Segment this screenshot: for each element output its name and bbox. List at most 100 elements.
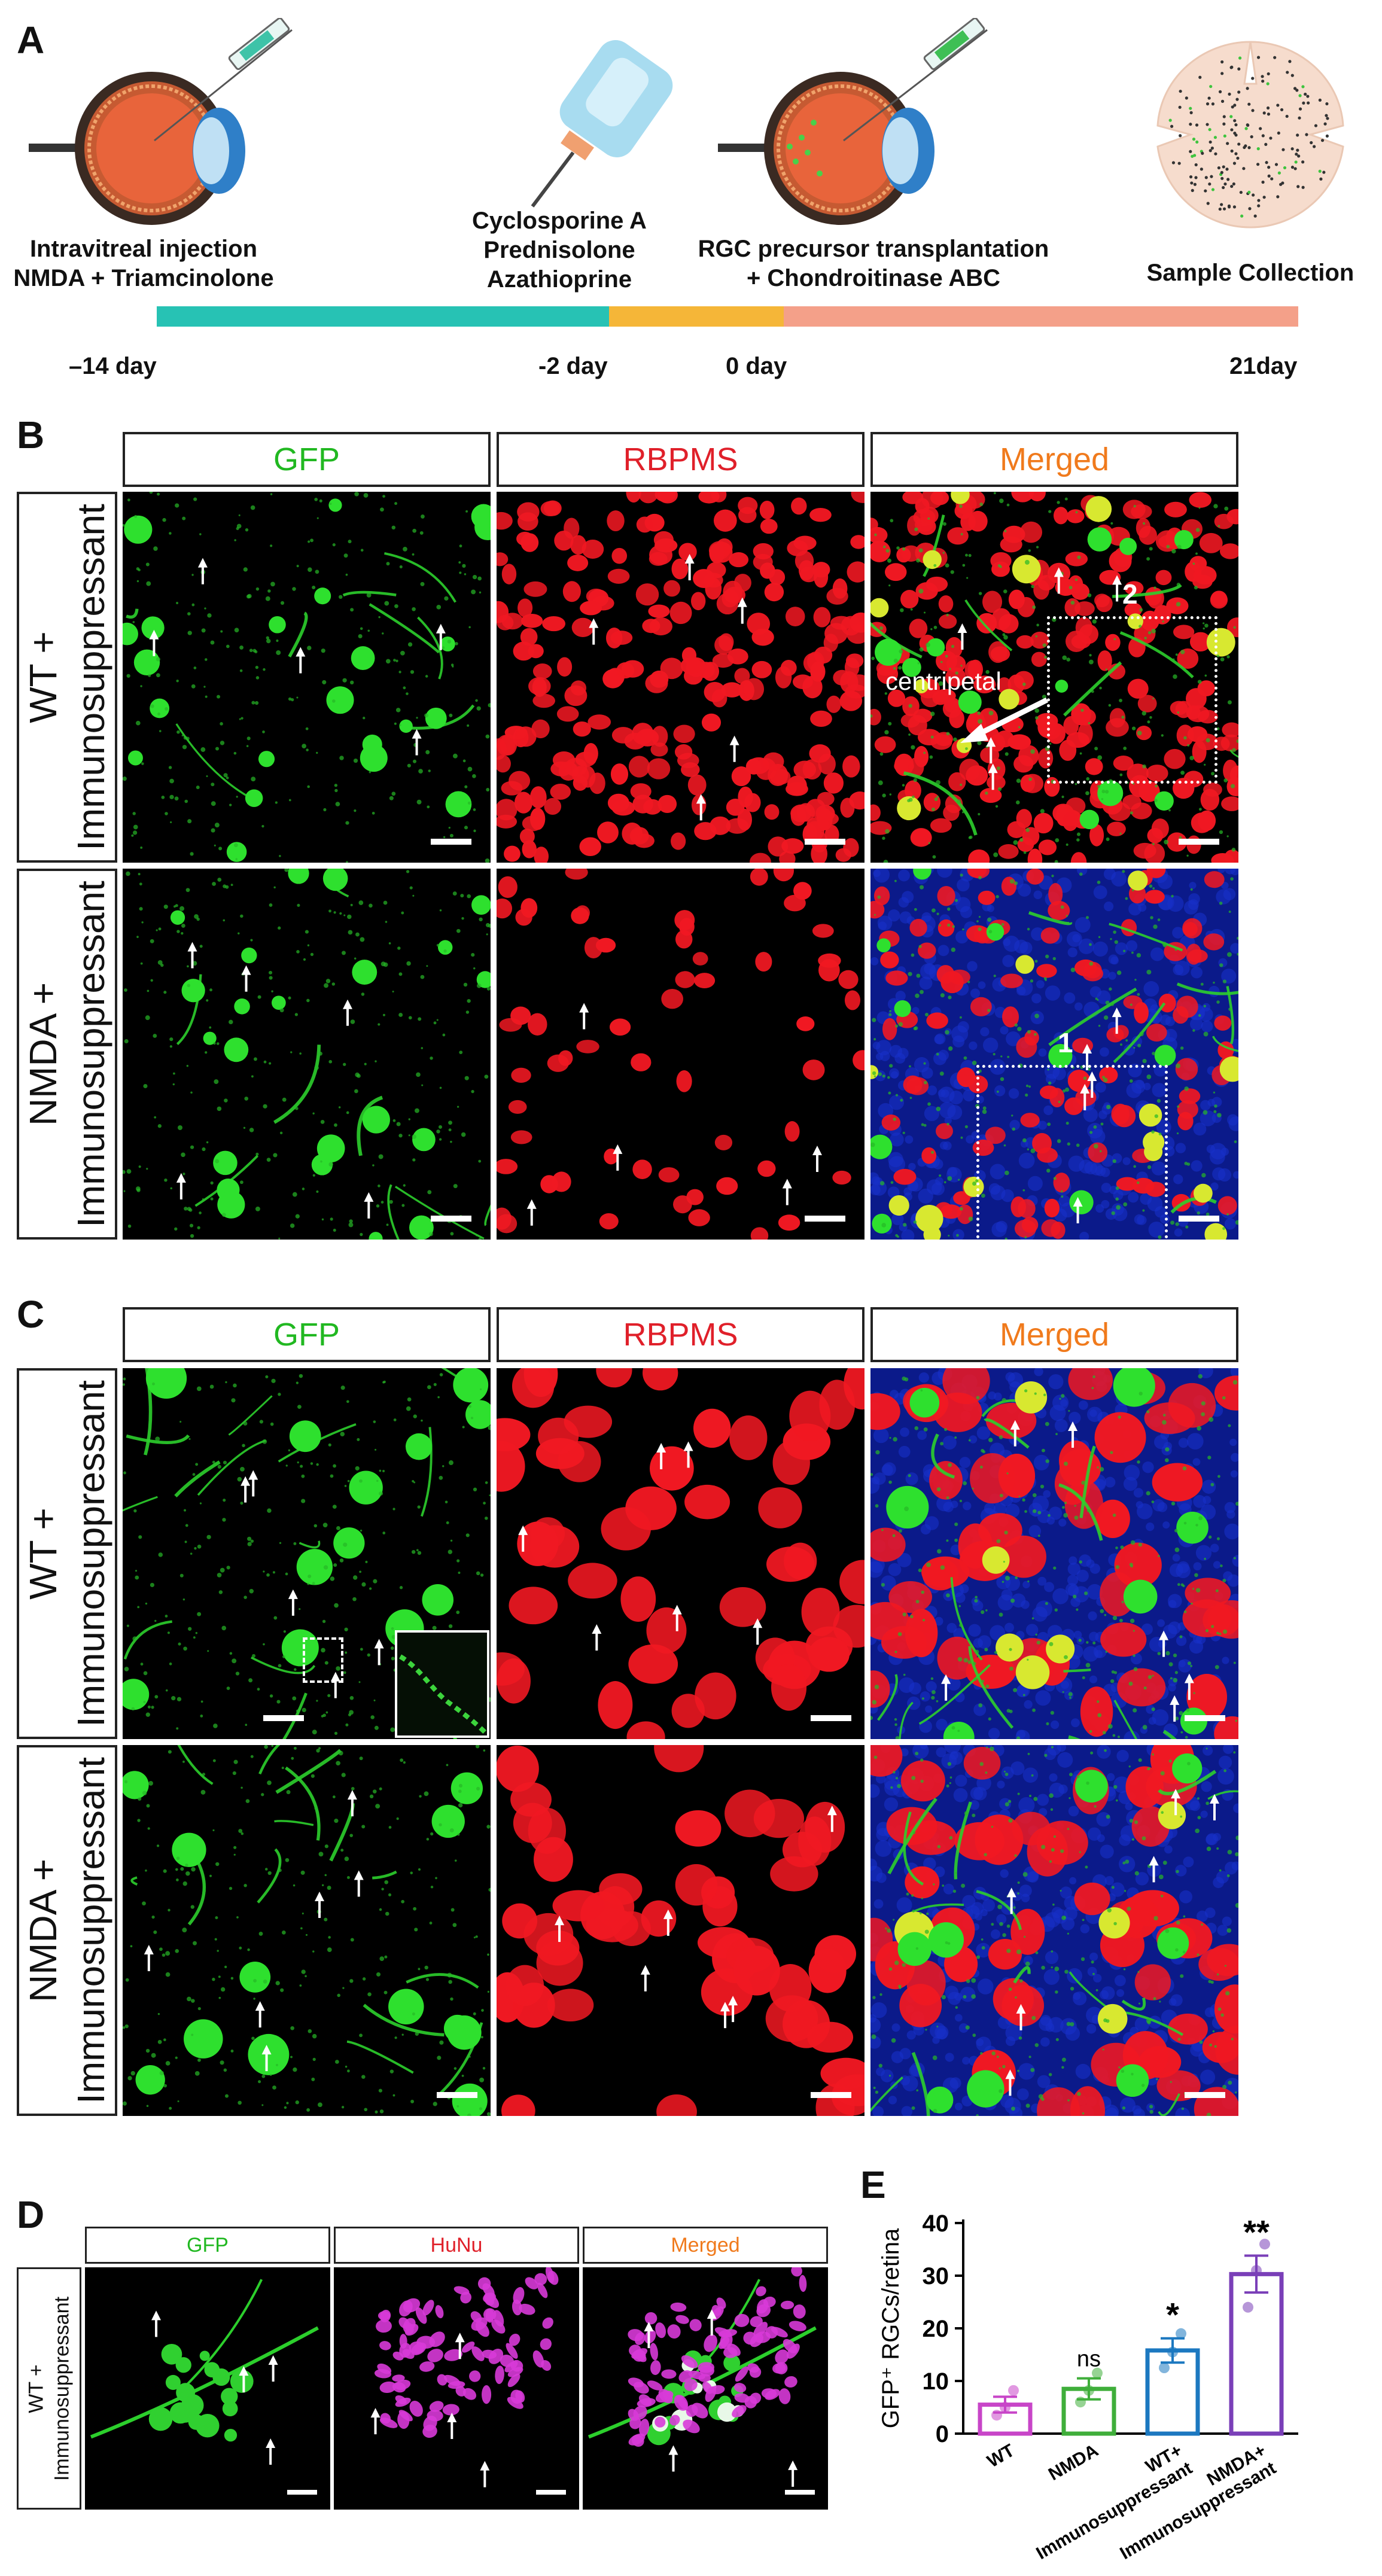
e-data-point <box>1083 2385 1094 2396</box>
b-col-rbpms: RBPMS <box>497 432 864 487</box>
e-bar-chart: 0 10 20 30 40 GFP⁺ RGCs/retina WT ns NMDA * WT+Im… <box>878 2210 1298 2563</box>
c-row2-line2: Immunosuppressant <box>69 1757 112 2104</box>
e-category-label: WT <box>984 2440 1018 2471</box>
e-y-tick-label: 10 <box>923 2368 949 2395</box>
e-data-point <box>1259 2239 1270 2250</box>
eye-injection-illustration <box>29 18 293 225</box>
d-col-hunu-text: HuNu <box>430 2233 483 2257</box>
e-bar <box>1229 2271 1284 2436</box>
b-box1-number: 1 <box>1058 1027 1073 1058</box>
e-data-point <box>1008 2385 1019 2396</box>
d-row1-line1: WT + <box>25 2364 48 2413</box>
scale-bar <box>263 1715 304 1721</box>
e-data-point <box>1251 2265 1262 2276</box>
step4-text: Sample Collection <box>1137 258 1364 288</box>
b-nmda-merged-image <box>870 869 1238 1240</box>
timeline-seg-3 <box>784 306 1298 327</box>
c-col-rbpms: RBPMS <box>497 1307 864 1362</box>
b-centripetal-label: centripetal <box>885 667 1002 695</box>
b-col-merged-text: Merged <box>999 441 1110 477</box>
c-col-merged-text: Merged <box>999 1317 1110 1353</box>
b-row1-line2: Immunosuppressant <box>69 504 112 851</box>
c-row1-line2: Immunosuppressant <box>69 1380 112 1727</box>
timeline-label-minus2: -2 day <box>538 353 608 379</box>
c-row2-label: NMDA + Immunosuppressant <box>17 1745 117 2116</box>
e-significance: ** <box>1243 2213 1270 2251</box>
e-y-axis-label: GFP⁺ RGCs/retina <box>878 2228 904 2428</box>
step3-text: RGC precursor transplantation + Chondroi… <box>688 235 1059 293</box>
scale-bar <box>1185 1715 1225 1721</box>
scale-bar <box>431 839 471 845</box>
e-data-point <box>1075 2397 1086 2408</box>
b-centripetal-arrow <box>960 697 1049 743</box>
b-row2-line1: NMDA + <box>22 982 65 1126</box>
step2-line2: Prednisolone <box>483 236 635 263</box>
d-col-merged-text: Merged <box>671 2233 740 2257</box>
scale-bar <box>1179 839 1219 845</box>
b-box2-roi <box>1047 616 1217 784</box>
b-wt-merged-image <box>870 492 1238 863</box>
step2-line1: Cyclosporine A <box>472 208 647 234</box>
flatmount-retina-illustration <box>1156 41 1344 229</box>
step1-text: Intravitreal injection NMDA + Triamcinol… <box>12 235 275 293</box>
b-row1-line1: WT + <box>22 631 65 723</box>
e-y-tick-label: 20 <box>923 2316 949 2342</box>
scale-bar <box>811 1715 851 1721</box>
step3-line1: RGC precursor transplantation <box>698 236 1049 262</box>
d-merged-image <box>583 2267 828 2510</box>
d-col-merged: Merged <box>583 2227 828 2264</box>
panel-e-label: E <box>860 2163 886 2206</box>
panel-b-label: B <box>17 413 45 456</box>
c-row2-line1: NMDA + <box>22 1858 65 2003</box>
c-col-rbpms-text: RBPMS <box>623 1317 738 1353</box>
step1-line1: Intravitreal injection <box>29 236 258 262</box>
e-category-label: WT+Immunosuppressant <box>1022 2440 1195 2563</box>
scale-bar <box>805 839 845 845</box>
step2-text: Cyclosporine A Prednisolone Azathioprine <box>461 206 658 294</box>
e-data-point <box>1159 2362 1170 2373</box>
e-significance: ns <box>1077 2347 1101 2372</box>
b-row2-line2: Immunosuppressant <box>69 881 112 1228</box>
b-nmda-rbpms-image <box>497 869 864 1240</box>
c-col-gfp-text: GFP <box>273 1317 340 1353</box>
scale-bar <box>1185 2092 1225 2098</box>
b-nmda-gfp-image <box>123 869 491 1240</box>
c-row1-line1: WT + <box>22 1508 65 1600</box>
step2-line3: Azathioprine <box>486 266 632 293</box>
c-row1-label: WT + Immunosuppressant <box>17 1368 117 1739</box>
e-y-tick-label: 30 <box>923 2263 949 2289</box>
step1-line2: NMDA + Triamcinolone <box>13 264 274 291</box>
e-significance: * <box>1166 2296 1179 2334</box>
step3-line2: + Chondroitinase ABC <box>746 264 1001 291</box>
b-row1-label: WT + Immunosuppressant <box>17 492 117 863</box>
scale-bar <box>785 2490 815 2495</box>
drug-vial-illustration <box>531 40 673 208</box>
c-nmda-gfp-image <box>123 1745 491 2116</box>
c-nmda-merged-image <box>870 1745 1238 2116</box>
d-row1-label: WT + Immunosuppressant <box>17 2267 81 2510</box>
b-wt-gfp-image <box>123 492 491 863</box>
c-col-gfp: GFP <box>123 1307 491 1362</box>
b-col-rbpms-text: RBPMS <box>623 441 738 477</box>
timeline-label-start: –14 day <box>69 353 157 379</box>
b-col-gfp-text: GFP <box>273 441 340 477</box>
b-wt-rbpms-image <box>497 492 864 863</box>
d-col-gfp: GFP <box>85 2227 330 2264</box>
timeline-seg-1 <box>157 306 609 327</box>
e-data-point <box>1000 2402 1010 2413</box>
d-col-hunu: HuNu <box>334 2227 579 2264</box>
eye-transplant-illustration <box>718 18 988 225</box>
d-gfp-image <box>85 2267 330 2510</box>
b-row2-label: NMDA + Immunosuppressant <box>17 869 117 1240</box>
c-inset-zoom <box>395 1630 489 1738</box>
scale-bar <box>536 2490 566 2495</box>
b-box1-roi <box>976 1065 1168 1244</box>
timeline-label-day0: 0 day <box>726 353 787 379</box>
panel-d-label: D <box>17 2193 45 2236</box>
b-col-gfp: GFP <box>123 432 491 487</box>
scale-bar <box>431 1216 471 1222</box>
e-data-point <box>1092 2367 1103 2379</box>
e-data-point <box>1243 2301 1253 2313</box>
e-data-point <box>991 2410 1002 2421</box>
timeline-label-day21: 21day <box>1229 353 1298 379</box>
